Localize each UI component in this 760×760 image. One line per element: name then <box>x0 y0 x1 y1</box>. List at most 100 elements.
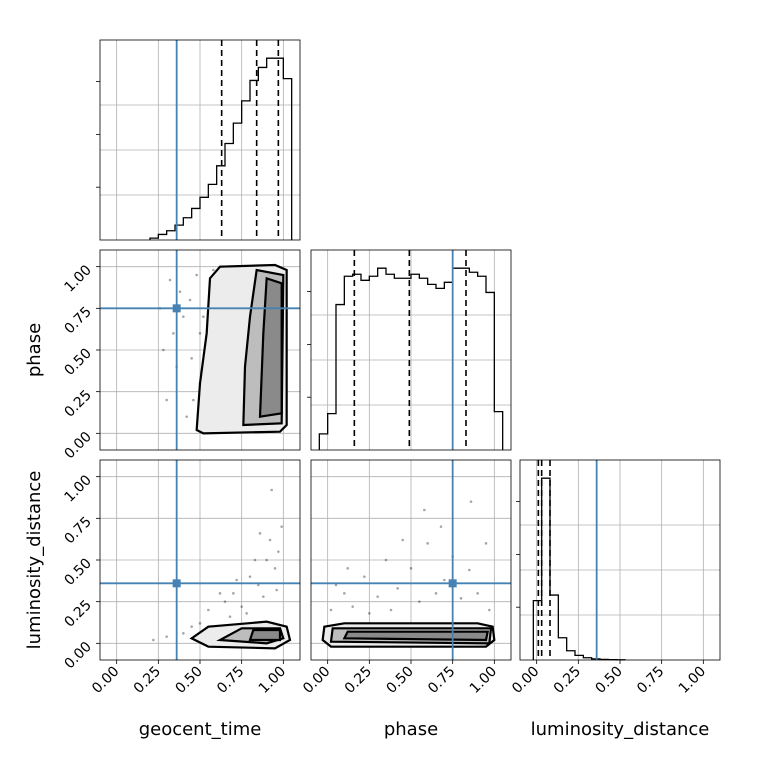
sample-point <box>178 290 182 293</box>
x-label-phase: phase <box>384 719 438 740</box>
x-tick-label-phase: 0.25 <box>342 664 375 697</box>
sample-point <box>228 615 232 618</box>
histogram-luminosity_distance <box>532 477 626 661</box>
sample-point <box>484 542 488 545</box>
panel-frame <box>310 249 512 451</box>
sample-point <box>439 525 443 528</box>
panel-frame <box>99 39 301 241</box>
contour-level-3 <box>258 276 283 418</box>
sample-point <box>329 608 333 612</box>
x-tick-label-geocent_time: 0.00 <box>89 664 122 697</box>
contour-level-3 <box>248 628 282 642</box>
sample-point <box>277 550 280 553</box>
sample-point <box>240 605 243 608</box>
sample-point <box>165 635 168 638</box>
sample-point <box>198 622 202 625</box>
contour-level-2 <box>216 627 285 645</box>
hist-panel-phase <box>307 249 512 451</box>
sample-point <box>443 578 446 582</box>
sample-point <box>270 488 273 492</box>
contour-level-1 <box>321 622 496 648</box>
contour-level-2 <box>242 268 285 427</box>
y-tick-label-luminosity_distance: 1.00 <box>61 472 94 505</box>
x-tick-label-luminosity_distance: 0.50 <box>592 664 625 697</box>
sample-point <box>195 273 198 277</box>
x-tick-label-geocent_time: 1.00 <box>256 664 289 697</box>
sample-point <box>423 508 426 512</box>
sample-point <box>368 612 371 615</box>
sample-point <box>384 558 388 562</box>
corner-panels: 0.00 0.25 0.50 0.75 1.00 0.00 0.25 0.50 0.75 1.00… <box>61 39 721 697</box>
sample-point <box>165 398 168 402</box>
sample-point <box>152 638 155 642</box>
histogram-phase <box>318 267 504 450</box>
contour-level-1 <box>195 263 288 435</box>
axis-labels: geocent_time phase luminosity_distance p… <box>24 323 709 740</box>
sample-point <box>401 538 404 542</box>
scatter-panel-geocent_time-vs-phase <box>99 249 301 451</box>
sample-point <box>245 612 248 615</box>
y-label-luminosity-distance: luminosity_distance <box>24 471 45 650</box>
y-tick-label-phase: 0.25 <box>61 387 94 420</box>
sample-point <box>198 332 202 335</box>
x-tick-label-luminosity_distance: 0.25 <box>551 664 584 697</box>
x-tick-label-phase: 0.75 <box>425 664 458 697</box>
sample-point <box>162 348 165 352</box>
sample-point <box>218 592 222 595</box>
sample-point <box>389 608 393 612</box>
sample-point <box>190 357 193 360</box>
contour-level-2 <box>329 627 493 645</box>
sample-point <box>207 608 210 612</box>
contour-level-3 <box>342 630 490 642</box>
y-tick-label-luminosity_distance: 0.00 <box>61 639 94 672</box>
x-tick-label-phase: 0.50 <box>383 664 416 697</box>
sample-point <box>418 600 421 603</box>
sample-point <box>468 568 471 572</box>
sample-point <box>212 268 215 272</box>
sample-point <box>185 415 188 418</box>
sample-point <box>265 558 268 562</box>
sample-point <box>275 588 278 592</box>
sample-point <box>343 592 346 595</box>
sample-point <box>396 587 399 590</box>
x-tick-label-luminosity_distance: 1.00 <box>676 664 709 697</box>
y-tick-label-phase: 1.00 <box>61 262 94 295</box>
scatter-panel-geocent_time-vs-luminosity_distance <box>99 459 301 661</box>
x-tick-label-luminosity_distance: 0.00 <box>509 664 542 697</box>
sample-point <box>235 578 238 582</box>
scatter-panel-phase-vs-luminosity_distance <box>310 459 512 661</box>
x-tick-label-luminosity_distance: 0.75 <box>634 664 667 697</box>
sample-point <box>488 608 491 612</box>
x-label-geocent-time: geocent_time <box>139 719 262 740</box>
sample-point <box>188 298 192 302</box>
x-tick-label-geocent_time: 0.25 <box>131 664 164 697</box>
sample-point <box>262 595 265 598</box>
sample-point <box>334 583 338 587</box>
x-label-luminosity-distance: luminosity_distance <box>531 719 710 740</box>
sample-point <box>168 278 172 282</box>
contour-level-1 <box>189 620 292 650</box>
sample-point <box>268 538 272 542</box>
x-tick-label-phase: 0.00 <box>300 664 333 697</box>
sample-point <box>192 398 195 402</box>
y-label-phase: phase <box>24 323 45 377</box>
sample-point <box>459 597 463 600</box>
sample-point <box>280 525 283 528</box>
x-tick-label-phase: 1.00 <box>467 664 500 697</box>
sample-point <box>351 605 354 608</box>
truth-marker <box>172 579 181 588</box>
sample-point <box>363 575 366 578</box>
truth-marker <box>172 304 181 313</box>
y-tick-label-luminosity_distance: 0.75 <box>61 514 94 547</box>
sample-point <box>223 600 227 603</box>
hist-panel-luminosity_distance <box>516 459 721 661</box>
y-tick-label-phase: 0.75 <box>61 304 94 337</box>
sample-point <box>476 592 479 595</box>
sample-point <box>426 542 429 545</box>
truth-marker <box>448 579 457 588</box>
sample-point <box>182 632 185 635</box>
sample-point <box>346 567 349 570</box>
sample-point <box>172 332 175 335</box>
sample-point <box>376 595 379 598</box>
